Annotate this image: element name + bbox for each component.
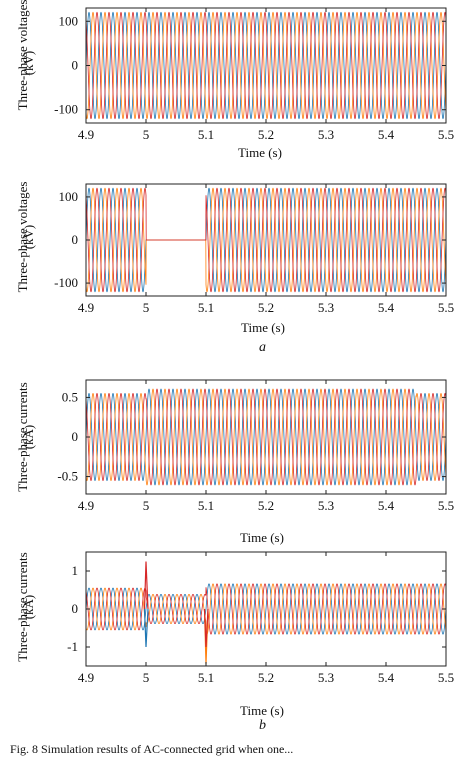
xtick-label-b-top-4: 5.3 (318, 498, 334, 513)
series-b-bottom-2 (86, 583, 446, 635)
xtick-label-a-top-3: 5.2 (258, 127, 274, 142)
subfigure-label-b: b (259, 718, 266, 733)
ytick-label-a-top-2: -100 (54, 102, 78, 117)
series-b-top-1 (86, 388, 446, 486)
yunit-a-top: (kV) (21, 50, 36, 76)
xtick-label-a-top-5: 5.4 (378, 127, 395, 142)
yunit-b-bottom: (kA) (21, 594, 36, 620)
transient-spike-b-bottom-4 (203, 608, 209, 648)
xtick-label-a-bottom-4: 5.3 (318, 300, 334, 315)
subfigure-label-a: a (259, 340, 266, 355)
xtick-label-b-bottom-4: 5.3 (318, 670, 334, 685)
xlabel-b-bottom: Time (s) (240, 703, 284, 718)
xtick-label-b-top-6: 5.5 (438, 498, 454, 513)
xtick-label-a-bottom-2: 5.1 (198, 300, 214, 315)
ytick-label-b-top-2: -0.5 (57, 469, 78, 484)
xtick-label-a-bottom-1: 5 (143, 300, 150, 315)
xtick-label-b-bottom-3: 5.2 (258, 670, 274, 685)
ytick-label-b-bottom-2: -1 (67, 639, 78, 654)
ytick-label-a-bottom-0: 100 (59, 189, 79, 204)
xtick-label-b-top-5: 5.4 (378, 498, 395, 513)
series-a-top-2 (86, 11, 446, 120)
ytick-label-a-top-0: 100 (59, 13, 79, 28)
xtick-label-b-top-2: 5.1 (198, 498, 214, 513)
series-a-bottom-2 (86, 187, 446, 293)
xtick-label-b-top-0: 4.9 (78, 498, 94, 513)
series-b-top-3 (86, 388, 446, 486)
xtick-label-b-bottom-6: 5.5 (438, 670, 454, 685)
series-a-top-3 (86, 11, 446, 120)
xlabel-a-bottom: Time (s) (241, 320, 285, 335)
xtick-label-a-bottom-0: 4.9 (78, 300, 94, 315)
transient-spike-b-bottom-1 (143, 561, 149, 610)
yunit-b-top: (kA) (21, 424, 36, 450)
ytick-label-b-bottom-1: 0 (72, 601, 79, 616)
xtick-label-a-top-6: 5.5 (438, 127, 454, 142)
xtick-label-b-bottom-2: 5.1 (198, 670, 214, 685)
xtick-label-a-top-0: 4.9 (78, 127, 94, 142)
xtick-label-a-bottom-5: 5.4 (378, 300, 395, 315)
series-b-top-2 (86, 388, 446, 486)
xtick-label-b-bottom-1: 5 (143, 670, 150, 685)
xtick-label-b-bottom-5: 5.4 (378, 670, 395, 685)
ytick-label-b-top-0: 0.5 (62, 389, 78, 404)
xlabel-a-top: Time (s) (238, 145, 282, 160)
xtick-label-a-top-4: 5.3 (318, 127, 334, 142)
ytick-label-a-bottom-2: -100 (54, 275, 78, 290)
xtick-label-a-bottom-6: 5.5 (438, 300, 454, 315)
xtick-label-a-top-1: 5 (143, 127, 150, 142)
yunit-a-bottom: (kV) (21, 224, 36, 250)
figure-caption: Fig. 8 Simulation results of AC-connecte… (10, 742, 294, 756)
xtick-label-b-bottom-0: 4.9 (78, 670, 94, 685)
series-b-bottom-1 (86, 583, 446, 635)
series-a-bottom-3 (86, 187, 446, 293)
ytick-label-b-bottom-0: 1 (72, 563, 79, 578)
xtick-label-a-top-2: 5.1 (198, 127, 214, 142)
xtick-label-b-top-3: 5.2 (258, 498, 274, 513)
ytick-label-a-bottom-1: 0 (72, 232, 79, 247)
xtick-label-a-bottom-3: 5.2 (258, 300, 274, 315)
ytick-label-a-top-1: 0 (72, 58, 79, 73)
series-b-bottom-3 (86, 583, 446, 635)
series-a-top-1 (86, 11, 446, 120)
xlabel-b-top: Time (s) (240, 530, 284, 545)
series-a-bottom-1 (86, 187, 446, 293)
ytick-label-b-top-1: 0 (72, 429, 79, 444)
transient-spike-b-bottom-2 (143, 608, 149, 648)
xtick-label-b-top-1: 5 (143, 498, 150, 513)
